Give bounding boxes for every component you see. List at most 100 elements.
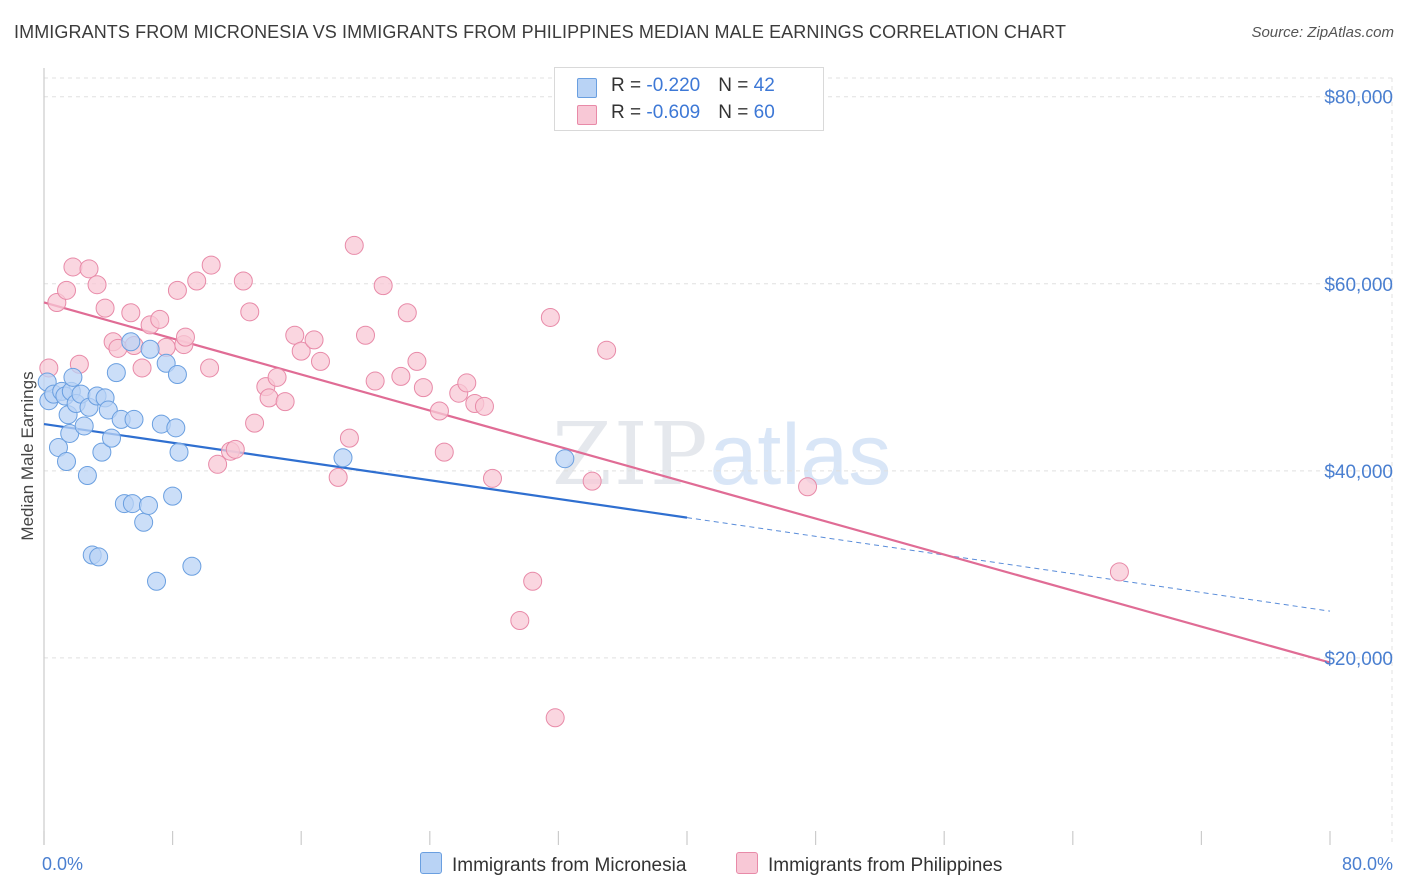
philippines-n-value: 60 bbox=[753, 102, 775, 123]
point-micronesia bbox=[92, 442, 112, 462]
watermark-zip: ZIP bbox=[552, 405, 710, 505]
philippines-swatch bbox=[577, 105, 597, 125]
philippines-r-value: -0.609 bbox=[646, 102, 701, 123]
point-micronesia bbox=[167, 365, 187, 385]
grid-lines bbox=[44, 77, 1393, 845]
point-philippines bbox=[57, 280, 77, 300]
point-philippines bbox=[413, 378, 433, 398]
bottom-philippines-swatch bbox=[736, 852, 758, 874]
point-philippines bbox=[365, 371, 385, 391]
point-philippines bbox=[63, 257, 83, 277]
point-micronesia bbox=[63, 367, 83, 387]
axis-labels: $20,000 $40,000 $60,000 $80,000 0.0% 80.0% Med… bbox=[18, 88, 1393, 874]
point-philippines bbox=[523, 571, 543, 591]
point-micronesia bbox=[106, 363, 126, 383]
point-micronesia bbox=[166, 418, 186, 438]
point-philippines bbox=[356, 325, 375, 345]
point-philippines bbox=[259, 388, 279, 408]
point-philippines bbox=[328, 467, 348, 487]
point-philippines bbox=[275, 392, 295, 412]
point-philippines bbox=[798, 477, 818, 497]
trend-micronesia-extension bbox=[686, 517, 1331, 612]
point-philippines bbox=[156, 337, 176, 357]
point-philippines bbox=[510, 611, 530, 631]
point-philippines bbox=[233, 271, 253, 291]
y-axis-title: Median Male Earnings bbox=[18, 371, 37, 540]
point-philippines bbox=[121, 303, 141, 323]
bottom-philippines-label: Immigrants from Philippines bbox=[768, 855, 1003, 876]
point-philippines bbox=[373, 276, 393, 296]
point-micronesia bbox=[138, 495, 158, 515]
point-philippines bbox=[397, 303, 417, 323]
y-tick-label: $20,000 bbox=[1324, 649, 1393, 670]
point-micronesia bbox=[122, 494, 142, 514]
point-micronesia bbox=[134, 512, 154, 532]
point-philippines bbox=[474, 396, 494, 416]
point-philippines bbox=[267, 367, 287, 387]
point-micronesia bbox=[89, 547, 109, 567]
y-tick-label: $80,000 bbox=[1324, 88, 1393, 109]
point-micronesia bbox=[98, 400, 118, 420]
source-credit: Source: ZipAtlas.com bbox=[1251, 24, 1394, 41]
point-micronesia bbox=[147, 571, 167, 591]
x-tick-label: 80.0% bbox=[1342, 854, 1393, 874]
y-tick-label: $40,000 bbox=[1324, 462, 1393, 483]
point-micronesia bbox=[140, 339, 160, 359]
bottom-micronesia-label: Immigrants from Micronesia bbox=[452, 855, 687, 876]
point-philippines bbox=[1109, 562, 1129, 582]
point-philippines bbox=[304, 330, 324, 350]
point-philippines bbox=[540, 307, 560, 327]
point-philippines bbox=[240, 302, 260, 322]
bottom-micronesia-swatch bbox=[420, 852, 442, 874]
point-philippines bbox=[434, 442, 454, 462]
micronesia-r-value: -0.220 bbox=[646, 75, 701, 96]
x-tick-label: 0.0% bbox=[42, 854, 83, 874]
trend-philippines bbox=[43, 301, 1331, 664]
point-micronesia bbox=[124, 409, 144, 429]
point-philippines bbox=[167, 280, 187, 300]
point-philippines bbox=[285, 325, 305, 345]
point-micronesia bbox=[77, 466, 97, 486]
point-philippines bbox=[79, 259, 99, 279]
point-philippines bbox=[339, 428, 359, 448]
point-micronesia bbox=[102, 428, 122, 448]
point-philippines bbox=[429, 401, 449, 421]
point-philippines bbox=[582, 471, 602, 491]
point-philippines bbox=[95, 298, 115, 318]
point-philippines bbox=[482, 468, 502, 488]
point-micronesia bbox=[333, 448, 353, 468]
micronesia-n-value: 42 bbox=[753, 75, 775, 96]
point-micronesia bbox=[156, 353, 176, 373]
micronesia-n-label: N = bbox=[718, 75, 754, 96]
point-philippines bbox=[150, 309, 170, 329]
bottom-legend-micronesia: Immigrants from Micronesia bbox=[420, 852, 686, 877]
point-micronesia bbox=[74, 416, 94, 436]
point-philippines bbox=[245, 413, 265, 433]
watermark: ZIPatlas bbox=[552, 405, 891, 505]
philippines-r-label: R = bbox=[611, 102, 647, 123]
point-philippines bbox=[310, 351, 330, 371]
point-philippines bbox=[87, 275, 107, 295]
point-philippines bbox=[545, 708, 565, 728]
trend-micronesia bbox=[43, 422, 688, 519]
point-philippines bbox=[597, 340, 617, 360]
micronesia-r-label: R = bbox=[611, 75, 647, 96]
philippines-n-label: N = bbox=[718, 102, 754, 123]
point-philippines bbox=[208, 454, 228, 474]
micronesia-swatch bbox=[577, 78, 597, 98]
point-philippines bbox=[187, 271, 207, 291]
point-micronesia bbox=[163, 486, 183, 506]
data-points bbox=[37, 235, 1129, 728]
correlation-legend: R = -0.220 N = 42 R = -0.609 N = 60 bbox=[554, 67, 824, 131]
axes bbox=[43, 68, 1331, 845]
point-philippines bbox=[201, 255, 221, 275]
trend-lines bbox=[43, 301, 1331, 664]
point-micronesia bbox=[169, 442, 189, 462]
y-tick-label: $60,000 bbox=[1324, 275, 1393, 296]
chart-title: IMMIGRANTS FROM MICRONESIA VS IMMIGRANTS… bbox=[14, 22, 1067, 42]
point-philippines bbox=[344, 235, 364, 255]
point-philippines bbox=[407, 351, 427, 371]
point-philippines bbox=[175, 327, 195, 347]
point-micronesia bbox=[555, 449, 575, 469]
